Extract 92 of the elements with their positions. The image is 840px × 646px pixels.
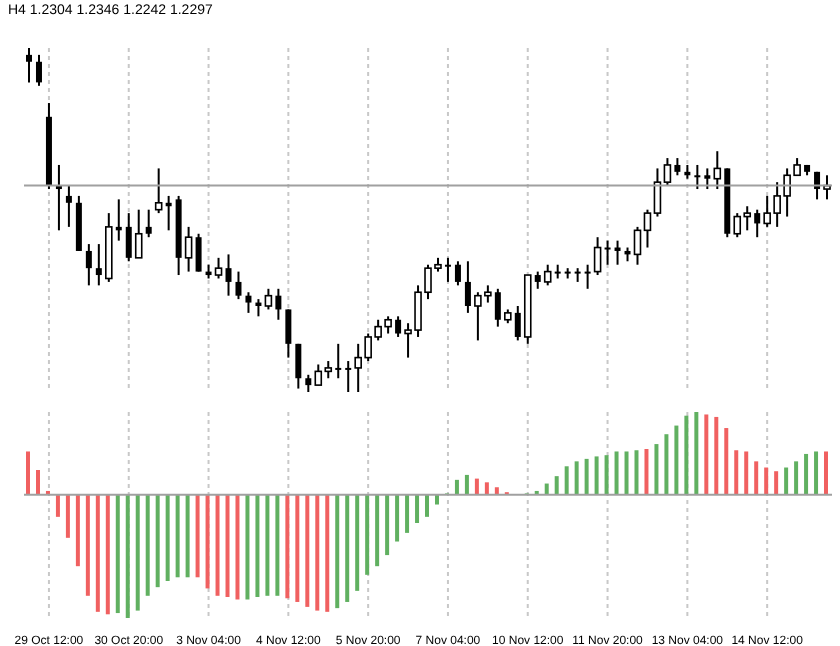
bar — [764, 467, 769, 495]
bar — [265, 494, 270, 596]
bar — [75, 494, 80, 567]
bar — [674, 425, 679, 495]
bar — [484, 482, 489, 495]
bar — [325, 494, 330, 612]
bar — [355, 494, 360, 591]
bar — [664, 434, 669, 495]
bar — [245, 494, 250, 600]
bar — [375, 494, 380, 567]
bar — [135, 494, 140, 611]
bar — [744, 451, 749, 495]
candlestick — [154, 167, 163, 215]
bar — [714, 416, 719, 495]
candlestick — [454, 260, 461, 287]
bar — [574, 461, 579, 495]
bar — [295, 494, 300, 602]
candlestick — [604, 239, 611, 266]
bar — [415, 494, 420, 524]
bar — [614, 451, 619, 495]
bar — [824, 451, 829, 495]
bar — [275, 494, 280, 596]
candlestick — [245, 291, 252, 314]
bar — [604, 455, 609, 495]
bar — [564, 466, 569, 495]
candlestick — [584, 263, 591, 290]
bar — [65, 494, 70, 538]
bar — [794, 461, 799, 495]
candlestick — [214, 256, 223, 280]
candlestick — [35, 53, 42, 87]
bar — [594, 456, 599, 495]
bar — [205, 494, 210, 589]
bar — [804, 453, 809, 495]
candlestick — [85, 243, 92, 287]
bar — [145, 494, 150, 596]
bar — [155, 494, 160, 588]
bar — [305, 494, 310, 607]
candlestick — [65, 184, 72, 228]
bar — [395, 494, 400, 542]
bar — [315, 494, 320, 611]
bar — [55, 494, 60, 517]
bar — [684, 415, 689, 495]
bar — [474, 478, 479, 495]
bar — [165, 494, 170, 581]
bar — [365, 494, 370, 575]
candlestick — [285, 308, 292, 359]
bar — [464, 474, 469, 495]
bar — [235, 494, 240, 600]
bar — [26, 451, 30, 495]
bar — [434, 494, 439, 505]
candlestick — [694, 163, 701, 191]
bar — [425, 494, 430, 517]
bar — [454, 479, 459, 495]
bar — [345, 494, 350, 602]
bar — [544, 483, 549, 495]
bar — [285, 494, 290, 599]
candlestick — [593, 236, 602, 277]
bar — [694, 412, 699, 495]
candlestick — [26, 48, 32, 84]
bar — [215, 494, 220, 596]
bar — [784, 467, 789, 495]
candlestick — [195, 232, 202, 273]
bar — [644, 449, 649, 495]
candlestick — [264, 287, 273, 311]
bar — [634, 450, 639, 495]
bar — [654, 444, 659, 495]
bar — [774, 471, 779, 495]
bar — [35, 469, 40, 495]
bar — [105, 494, 110, 615]
bar — [734, 450, 739, 495]
bar — [814, 451, 819, 495]
bar — [704, 414, 709, 495]
bar — [255, 494, 260, 598]
bar — [185, 494, 190, 578]
bar — [195, 494, 200, 578]
bar — [125, 494, 130, 618]
bar — [175, 494, 180, 578]
bar — [335, 494, 340, 609]
bar — [554, 476, 559, 495]
bar — [95, 494, 100, 612]
candlestick — [225, 253, 232, 297]
candlestick — [295, 342, 302, 390]
bar — [724, 428, 729, 495]
bar — [85, 494, 90, 596]
bar — [405, 494, 410, 533]
bar — [754, 461, 759, 495]
bar — [225, 494, 230, 598]
candlestick — [235, 270, 242, 301]
bar — [115, 494, 120, 614]
bar — [624, 451, 629, 495]
bar — [385, 494, 390, 556]
bar — [584, 458, 589, 495]
